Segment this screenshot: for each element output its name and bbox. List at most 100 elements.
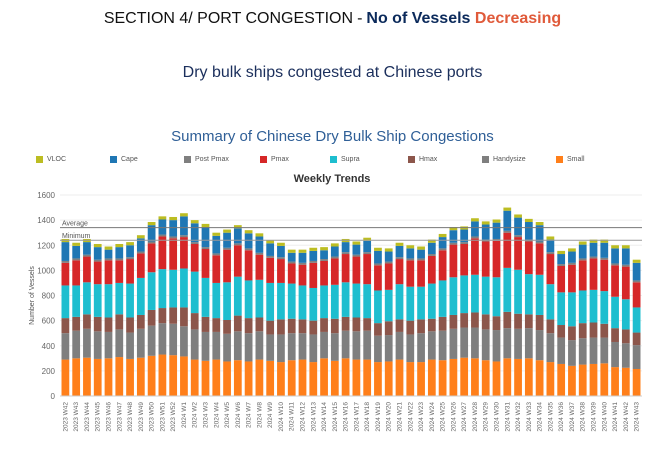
subheading: Dry bulk ships congested at Chinese port…	[182, 64, 483, 81]
bar-segment-handysize	[309, 334, 318, 363]
bar-segment-cape	[352, 244, 361, 255]
bar-segment-post-pmax	[72, 258, 81, 261]
legend-label: VLOC	[47, 156, 67, 163]
bar-segment-pmax	[514, 237, 522, 270]
bar-segment-supra	[180, 268, 188, 308]
x-tick-label: 2024 W21	[397, 402, 404, 432]
bar-segment-supra	[481, 276, 490, 315]
bar-segment-vloc	[514, 214, 522, 218]
bar-segment-cape	[93, 247, 102, 260]
bar-segment-supra	[352, 283, 361, 318]
bar-segment-vloc	[503, 207, 512, 211]
bar-segment-supra	[212, 282, 221, 319]
bar-segment-post-pmax	[61, 260, 70, 263]
bar-segment-handysize	[503, 328, 512, 359]
bar-segment-pmax	[61, 262, 70, 286]
legend-item-small: Small	[556, 156, 585, 163]
x-tick-label: 2024 W22	[407, 402, 414, 432]
bar-segment-supra	[255, 279, 264, 318]
bar-segment-post-pmax	[136, 251, 145, 254]
bar-segment-post-pmax	[255, 252, 264, 255]
bar-segment-small	[136, 357, 145, 396]
bar-segment-cape	[374, 250, 382, 264]
bar-segment-small	[287, 360, 296, 396]
bar-segment-handysize	[546, 333, 555, 363]
bar-segment-supra	[589, 289, 598, 323]
bar-segment-supra	[503, 267, 512, 312]
x-tick-label: 2024 W29	[483, 402, 490, 432]
y-tick-label: 1400	[37, 216, 55, 225]
bar-segment-cape	[481, 224, 490, 240]
bar-segment-post-pmax	[287, 261, 296, 264]
legend-swatch	[184, 156, 191, 163]
bar-segment-hmax	[104, 317, 113, 332]
bar-segment-post-pmax	[471, 236, 479, 239]
x-tick-label: 2024 W23	[418, 402, 425, 432]
bar-segment-small	[600, 363, 609, 396]
stacked-bar-chart: Weekly Trends 0 200 400 600 800 1000 1200 1400 16…	[29, 173, 642, 432]
bar-segment-pmax	[492, 240, 501, 278]
bar-segment-vloc	[427, 239, 436, 243]
bar-segment-pmax	[406, 260, 415, 287]
bar-segment-small	[126, 358, 134, 396]
bar-segment-post-pmax	[223, 247, 231, 250]
bar-segment-handysize	[201, 331, 210, 361]
bar-segment-handysize	[514, 328, 522, 359]
chart-area: Weekly Trends 0 200 400 600 800 1000 1200 1400 16…	[0, 160, 665, 476]
x-tick-label: 2024 W5	[224, 402, 231, 428]
bar-segment-handysize	[330, 333, 339, 361]
bar-segment-handysize	[632, 345, 641, 369]
bar-segment-post-pmax	[201, 247, 210, 250]
bar-segment-hmax	[147, 309, 156, 326]
bar-segment-small	[417, 362, 425, 396]
bar-segment-small	[320, 358, 328, 396]
bar-segment-small	[406, 362, 415, 396]
legend-item-cape: Cape	[110, 156, 138, 163]
bar-segment-vloc	[352, 241, 361, 245]
bar-segment-small	[244, 361, 253, 396]
bar-segment-post-pmax	[330, 256, 339, 259]
bar-segment-cape	[460, 229, 469, 243]
bar-segment-post-pmax	[104, 258, 113, 261]
bar-segment-vloc	[180, 213, 188, 217]
bar-segment-vloc	[126, 242, 134, 246]
bar-segment-handysize	[169, 323, 178, 356]
bar-segment-small	[83, 357, 91, 396]
bar-segment-hmax	[212, 318, 221, 332]
bar-segment-hmax	[481, 314, 490, 330]
bar-segment-hmax	[535, 314, 544, 331]
x-tick-label: 2024 W19	[375, 402, 382, 432]
bar-segment-pmax	[255, 254, 264, 280]
legend-item-post-pmax: Post Pmax	[184, 156, 229, 163]
bar-segment-post-pmax	[320, 259, 328, 261]
bar-segment-hmax	[320, 318, 328, 332]
section-header: SECTION 4/ PORT CONGESTION - No of Vessels…	[0, 10, 665, 28]
bar-segment-cape	[255, 236, 264, 253]
bar-segment-pmax	[384, 263, 393, 290]
bar-segment-pmax	[632, 282, 641, 308]
bar-segment-hmax	[557, 325, 566, 338]
bar-segment-handysize	[72, 330, 81, 359]
bar-segment-small	[568, 365, 576, 396]
x-tick-label: 2023 W46	[106, 402, 113, 432]
x-tick-label: 2024 W35	[547, 402, 554, 432]
section-title: SECTION 4/ PORT CONGESTION	[103, 10, 354, 27]
bar-segment-vloc	[632, 259, 641, 263]
bar-segment-post-pmax	[233, 243, 242, 246]
x-tick-label: 2023 W43	[73, 402, 80, 432]
bar-segment-supra	[374, 290, 382, 324]
bar-segment-handysize	[406, 334, 415, 363]
legend-label: Hmax	[419, 156, 438, 163]
bar-segment-cape	[287, 252, 296, 262]
bar-segment-supra	[233, 276, 242, 316]
x-tick-label: 2024 W12	[300, 402, 307, 432]
bar-segment-cape	[363, 240, 372, 253]
bar-segment-supra	[341, 282, 350, 317]
legend-item-supra: Supra	[330, 156, 360, 163]
bar-segment-cape	[589, 242, 598, 257]
bar-segment-handysize	[61, 333, 70, 360]
x-tick-label: 2024 W15	[332, 402, 339, 432]
x-tick-label: 2023 W49	[138, 402, 145, 432]
bar-segment-handysize	[83, 328, 91, 358]
bar-segment-small	[395, 359, 404, 396]
